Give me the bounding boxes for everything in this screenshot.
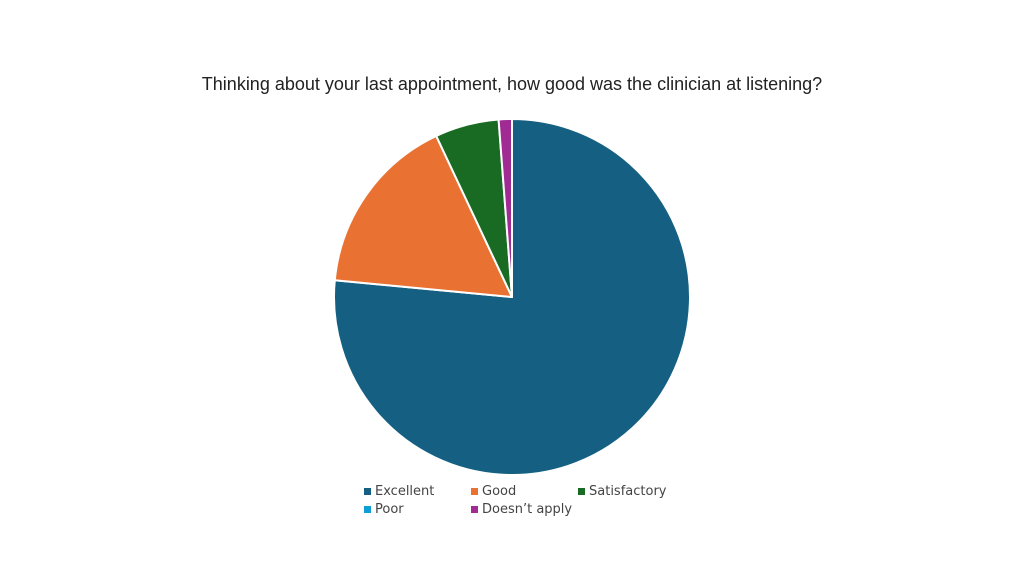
legend-swatch (471, 487, 478, 495)
legend-label: Good (482, 483, 517, 499)
chart-legend: Excellent Good Satisfactory Poor Doesn’t app… (364, 483, 704, 517)
pie-slice-good (333, 134, 513, 298)
legend-swatch (364, 505, 371, 513)
legend-swatch (471, 505, 478, 513)
legend-item: Satisfactory (578, 483, 698, 499)
legend-label: Doesn’t apply (482, 501, 573, 517)
legend-swatch (364, 487, 371, 495)
chart-title: Thinking about your last appointment, ho… (201, 74, 823, 94)
pie-slice-doesn-t-apply (497, 118, 513, 298)
legend-item: Good (471, 483, 578, 499)
legend-item: Doesn’t apply (471, 501, 578, 517)
legend-label: Satisfactory (589, 483, 667, 499)
legend-label: Excellent (375, 483, 435, 499)
legend-item: Poor (364, 501, 471, 517)
pie-slices (333, 118, 691, 476)
legend-item: Excellent (364, 483, 471, 499)
legend-swatch (578, 487, 585, 495)
legend-label: Poor (375, 501, 404, 517)
